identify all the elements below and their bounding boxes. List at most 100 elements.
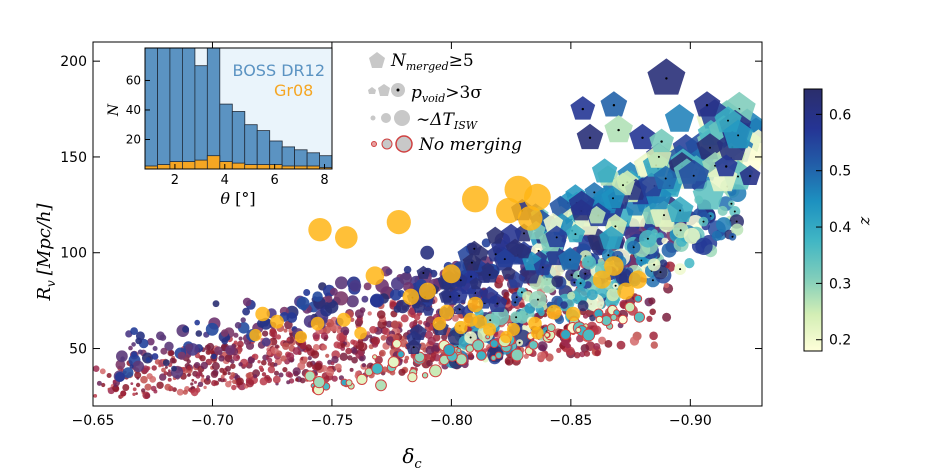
void-point xyxy=(220,374,225,379)
void-point xyxy=(333,341,341,349)
x-ticks: −0.65 −0.70 −0.75 −0.80 −0.85 −0.90 xyxy=(72,42,712,429)
merged-void xyxy=(515,243,532,259)
void-point xyxy=(159,373,167,381)
void-point xyxy=(424,353,431,360)
void-point xyxy=(93,394,98,398)
void-point-center xyxy=(518,341,521,344)
void-point xyxy=(519,302,525,309)
merged-void xyxy=(591,158,618,183)
legend-entry-nmerged: Nmerged≥5 xyxy=(390,51,474,73)
void-point-center xyxy=(653,263,656,266)
colorbar-gradient xyxy=(803,88,823,352)
void-point xyxy=(257,360,261,364)
void-point xyxy=(242,307,251,316)
void-point xyxy=(247,356,255,364)
void-point xyxy=(305,344,312,352)
unmerged-void xyxy=(371,362,384,375)
unmerged-void xyxy=(421,372,429,379)
unmerged-void xyxy=(510,348,524,362)
void-point xyxy=(205,349,211,355)
legend-entry-isw: ∼ΔTISW xyxy=(416,110,479,132)
void-point xyxy=(481,238,491,248)
merged-void-center xyxy=(449,295,452,298)
void-point xyxy=(650,341,658,349)
void-point xyxy=(402,271,412,281)
void-point xyxy=(203,385,207,390)
void-point xyxy=(368,334,373,339)
boss-histogram-bar xyxy=(219,103,233,170)
x-tick-label: −0.75 xyxy=(310,413,353,429)
merged-void xyxy=(500,223,522,244)
void-point-center xyxy=(731,235,734,238)
void-point xyxy=(154,359,161,365)
void-point xyxy=(420,245,435,260)
merged-void-center xyxy=(473,247,476,250)
void-point xyxy=(426,359,433,367)
void-point-center xyxy=(733,210,736,213)
gr08-point xyxy=(617,282,635,300)
void-point xyxy=(169,357,176,364)
void-point xyxy=(245,379,254,388)
void-point xyxy=(186,365,192,371)
void-point xyxy=(537,341,548,352)
void-point xyxy=(227,371,231,375)
void-point xyxy=(147,338,155,346)
gr08-point xyxy=(386,210,411,235)
void-point xyxy=(156,381,164,389)
boss-histogram-bar xyxy=(319,155,333,170)
void-point xyxy=(258,365,264,370)
histogram-bars xyxy=(144,47,333,170)
gr08-point xyxy=(462,185,489,213)
unmerged-void xyxy=(313,376,326,389)
merged-void xyxy=(678,159,709,189)
void-point-center xyxy=(646,237,649,240)
colorbar-label: z xyxy=(857,216,876,226)
merged-void-center xyxy=(748,174,752,178)
void-point xyxy=(711,230,723,241)
gr08-point xyxy=(255,306,270,322)
x-tick-label: −0.90 xyxy=(669,413,712,429)
gr08-point xyxy=(604,256,624,276)
merged-void xyxy=(693,91,721,117)
void-point xyxy=(112,384,119,392)
void-point xyxy=(190,382,194,386)
void-point xyxy=(417,320,423,325)
merged-void xyxy=(649,128,674,153)
gr08-point xyxy=(546,304,562,320)
void-point-center xyxy=(573,281,576,284)
void-point xyxy=(99,368,106,375)
void-point xyxy=(282,342,290,350)
merged-void xyxy=(409,323,427,340)
void-point xyxy=(262,330,269,337)
merged-void-center xyxy=(725,165,728,168)
void-point xyxy=(240,317,246,323)
inset-x-axis-label: θ [°] xyxy=(220,189,255,208)
void-point xyxy=(272,375,281,384)
merged-void-center xyxy=(705,104,709,107)
gr08-point xyxy=(483,322,497,336)
void-point xyxy=(225,345,236,356)
merged-void-center xyxy=(737,175,739,178)
merged-void xyxy=(576,123,604,150)
void-point xyxy=(376,310,386,319)
void-point xyxy=(300,304,307,311)
boss-histogram-bar xyxy=(157,47,171,170)
legend-mid-pentagon-marker xyxy=(378,84,390,96)
void-point xyxy=(574,285,591,303)
gr08-point xyxy=(439,304,454,320)
merged-void-center xyxy=(494,253,497,256)
unmerged-void xyxy=(372,354,378,360)
void-point xyxy=(274,344,279,349)
void-point xyxy=(160,347,168,355)
unmerged-void xyxy=(544,332,550,338)
gr08-histogram-bar xyxy=(244,164,258,170)
merged-void xyxy=(600,91,628,117)
void-point xyxy=(331,355,339,364)
void-point-center xyxy=(679,229,682,232)
void-point xyxy=(349,280,362,292)
boss-histogram-bar xyxy=(206,47,221,170)
void-point xyxy=(273,362,278,367)
void-point-center xyxy=(679,268,682,271)
void-point xyxy=(339,352,348,361)
merged-void-center xyxy=(555,236,558,239)
